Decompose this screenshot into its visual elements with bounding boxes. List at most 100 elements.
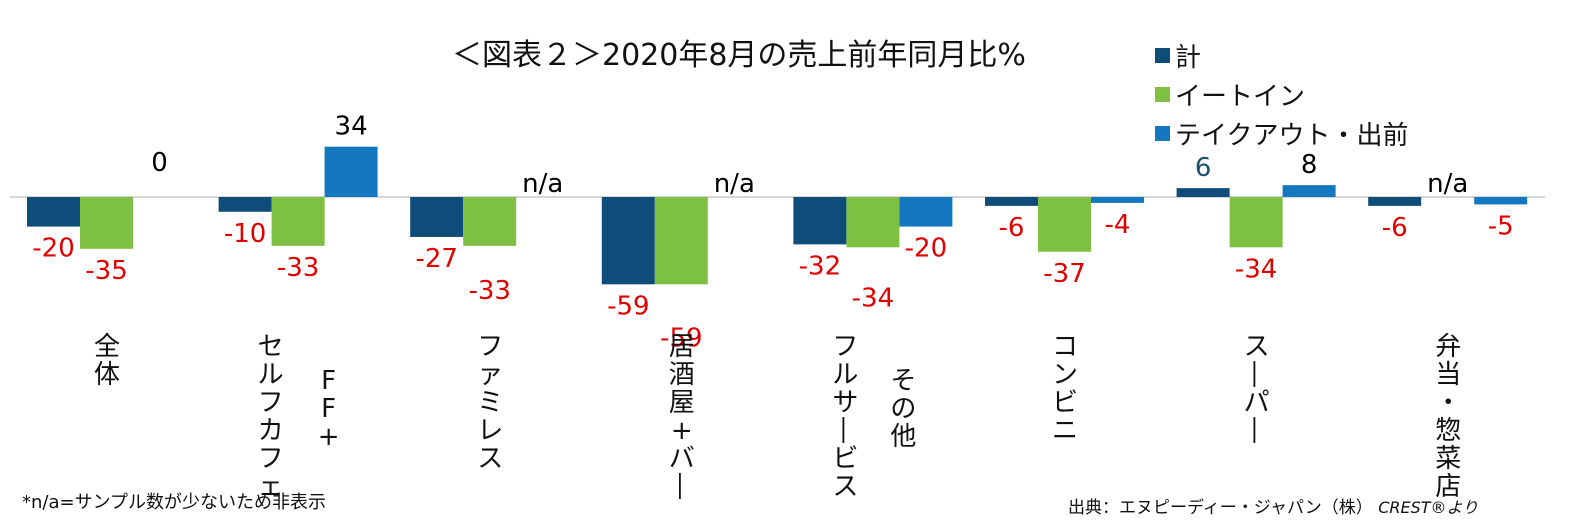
bar-takeout-6 (1282, 185, 1336, 197)
category-label-char: カ (258, 416, 284, 446)
bar-eat-in-2 (463, 197, 517, 246)
data-label-eat-in-6: -34 (1235, 254, 1277, 284)
bar-total-5 (985, 197, 1038, 206)
legend-item-total: 計 (1155, 36, 1408, 75)
category-label-char: + (318, 422, 340, 452)
data-label-eat-in-7: n/a (1427, 169, 1468, 199)
category-label-char: 当 (1435, 360, 1461, 390)
data-label-total-3: -59 (607, 291, 649, 321)
category-label-char: ― (1241, 417, 1271, 443)
category-label-char: そ (890, 366, 916, 396)
category-label-char: ニ (1052, 416, 1078, 446)
legend-item-takeout: テイクアウト・出前 (1155, 114, 1408, 153)
category-label-char: フ (258, 388, 284, 418)
legend-label-takeout: テイクアウト・出前 (1175, 121, 1409, 151)
category-label-char: + (671, 416, 693, 446)
category-label-char: コ (1052, 332, 1078, 362)
category-label-char: ― (1241, 361, 1271, 387)
source-text: 出典：エヌピーディー・ジャパン（株） (1068, 498, 1373, 518)
category-label-char: 弁 (1435, 332, 1461, 362)
legend-label-eat-in: イートイン (1175, 82, 1306, 112)
legend: 計 イートイン テイクアウト・出前 (1155, 36, 1408, 153)
category-label-char: ル (832, 360, 858, 390)
bar-takeout-4 (899, 197, 953, 227)
category-label-char: 全 (94, 332, 120, 362)
data-label-takeout-1: 34 (335, 112, 368, 142)
chart-title: ＜図表２＞2020年8月の売上前年同月比% (452, 38, 1026, 73)
legend-swatch-eat-in (1155, 87, 1170, 102)
category-label-char: ェ (258, 472, 284, 502)
legend-item-eat-in: イートイン (1155, 75, 1408, 114)
data-label-takeout-2: n/a (522, 169, 563, 199)
category-label-char: 酒 (669, 360, 695, 390)
category-label-char: の (890, 394, 916, 424)
legend-label-total: 計 (1175, 43, 1202, 73)
bar-eat-in-0 (80, 197, 133, 249)
data-label-takeout-3: n/a (714, 169, 755, 199)
data-label-total-1: -10 (224, 219, 266, 249)
bar-eat-in-6 (1229, 197, 1283, 248)
data-label-takeout-5: -4 (1105, 210, 1131, 240)
bar-total-6 (1176, 188, 1230, 197)
bar-total-4 (793, 197, 847, 245)
category-label-char: 菜 (1435, 444, 1461, 474)
category-label-char: ル (258, 360, 284, 390)
category-label-char: F (321, 366, 336, 396)
data-label-takeout-6: 8 (1301, 150, 1318, 180)
data-label-eat-in-1: -33 (277, 253, 319, 283)
bar-total-2 (410, 197, 464, 237)
category-label-char: ビ (832, 444, 858, 474)
data-label-eat-in-4: -34 (852, 283, 894, 313)
category-label-char: パ (1244, 388, 1270, 418)
category-label-char: 体 (94, 360, 120, 390)
category-label-char: 屋 (669, 388, 695, 418)
category-label-char: フ (477, 332, 503, 362)
category-label-char: ァ (477, 360, 503, 390)
data-label-total-5: -6 (999, 213, 1025, 243)
category-label-char: ビ (1052, 388, 1078, 418)
data-label-eat-in-5: -37 (1043, 259, 1085, 289)
category-label-char: ・ (1435, 388, 1461, 418)
bar-total-0 (27, 197, 80, 227)
category-label-char: ― (829, 417, 859, 443)
source-credit: CREST®より (1378, 498, 1479, 517)
data-label-total-6: 6 (1195, 153, 1212, 183)
data-label-eat-in-0: -35 (85, 256, 127, 286)
category-label-char: バ (669, 444, 695, 474)
data-label-takeout-4: -20 (905, 234, 947, 264)
bar-eat-in-4 (846, 197, 900, 248)
category-label-char: ― (666, 473, 696, 499)
category-label-char: 他 (890, 422, 916, 452)
data-label-total-2: -27 (415, 244, 457, 274)
category-label-char: ス (832, 472, 858, 502)
bar-total-1 (218, 197, 272, 212)
bar-takeout-5 (1091, 197, 1144, 203)
na-footnote: *n/a=サンプル数が少ないため非表示 (22, 492, 327, 513)
bar-eat-in-1 (271, 197, 325, 246)
data-label-eat-in-2: -33 (468, 276, 510, 306)
category-label-char: サ (832, 388, 858, 418)
bar-eat-in-3 (654, 197, 708, 285)
category-label-char: フ (258, 444, 284, 474)
category-label-char: ミ (477, 388, 503, 418)
bar-total-3 (601, 197, 655, 285)
data-label-takeout-0: 0 (151, 148, 168, 178)
data-label-takeout-7: -5 (1488, 211, 1514, 241)
category-label-char: 居 (669, 332, 695, 362)
legend-swatch-takeout (1155, 126, 1170, 141)
source-note: 出典：エヌピーディー・ジャパン（株） CREST®より (1068, 493, 1478, 518)
category-label-char: ス (1244, 332, 1270, 362)
category-label-char: フ (832, 332, 858, 362)
data-label-total-7: -6 (1382, 213, 1408, 243)
data-label-total-4: -32 (799, 251, 841, 281)
category-label-char: F (321, 394, 336, 424)
data-label-eat-in-3: -59 (660, 323, 702, 353)
category-label-char: ス (477, 444, 503, 474)
category-label-char: セ (258, 332, 284, 362)
data-label-total-0: -20 (32, 234, 74, 264)
bar-takeout-1 (324, 146, 378, 197)
category-label-char: ン (1052, 360, 1078, 390)
category-label-char: レ (477, 416, 503, 446)
bar-total-7 (1368, 197, 1422, 206)
